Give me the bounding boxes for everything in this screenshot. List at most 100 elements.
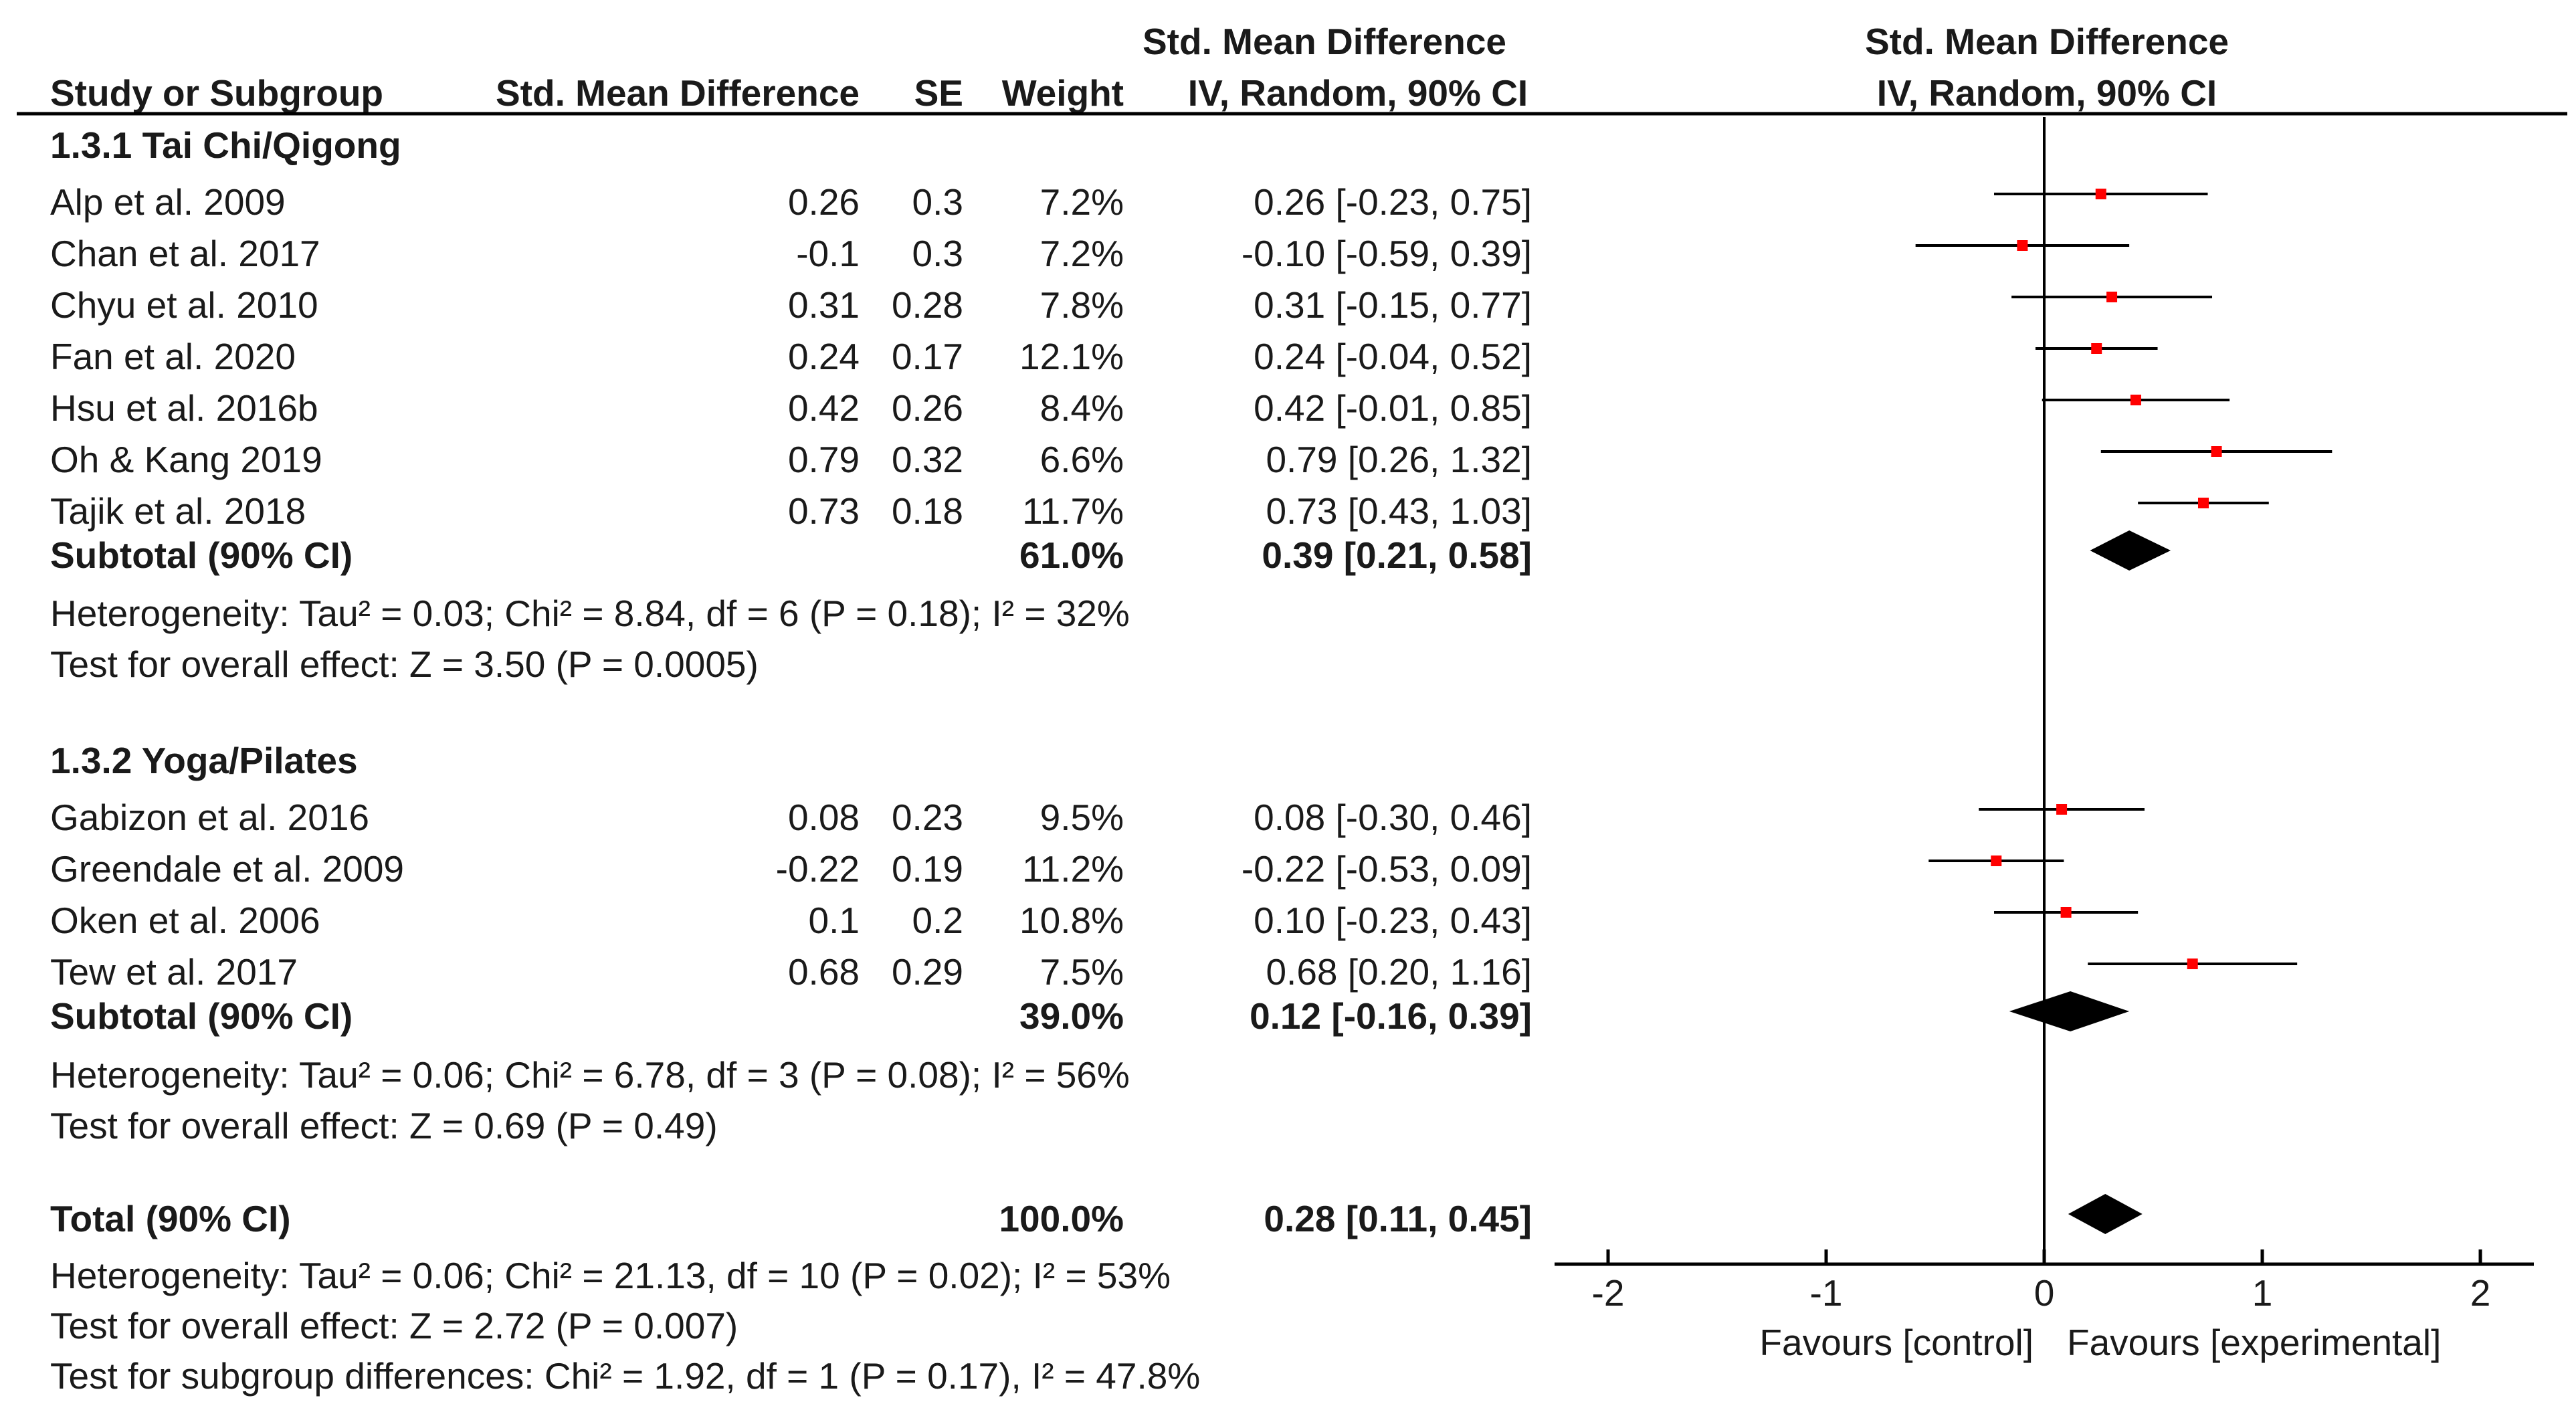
study-ci: 0.08 [-0.30, 0.46] — [1254, 797, 1532, 838]
study-smd: 0.08 — [787, 797, 860, 838]
study-ci: 0.68 [0.20, 1.16] — [1266, 951, 1532, 993]
study-weight: 11.7% — [1022, 490, 1124, 532]
effect-marker — [1991, 855, 2002, 866]
overall-effect-text: Test for overall effect: Z = 3.50 (P = 0… — [50, 643, 759, 685]
header-study: Study or Subgroup — [50, 72, 384, 114]
study-smd: 0.31 — [787, 284, 860, 326]
study-smd: 0.26 — [787, 181, 860, 223]
subtotal-diamond — [2009, 991, 2130, 1031]
effect-marker — [2106, 292, 2118, 302]
x-tick-label: 0 — [2034, 1272, 2055, 1314]
header-se: SE — [914, 72, 963, 114]
study-smd: -0.22 — [775, 848, 860, 890]
study-smd: 0.42 — [787, 387, 860, 429]
effect-marker — [2017, 240, 2028, 251]
x-tick-label: 2 — [2470, 1272, 2491, 1314]
header-ci-line2: IV, Random, 90% CI — [1187, 72, 1528, 114]
study-weight: 9.5% — [1039, 797, 1124, 838]
study-ci: -0.10 [-0.59, 0.39] — [1241, 233, 1532, 274]
study-name: Gabizon et al. 2016 — [50, 797, 370, 838]
study-name: Oh & Kang 2019 — [50, 439, 322, 480]
study-smd: 0.1 — [808, 900, 860, 941]
header-smd: Std. Mean Difference — [495, 72, 860, 114]
study-name: Tajik et al. 2018 — [50, 490, 306, 532]
total-diamond — [2068, 1194, 2143, 1234]
effect-marker — [2095, 189, 2106, 199]
study-ci: 0.73 [0.43, 1.03] — [1266, 490, 1532, 532]
study-se: 0.3 — [912, 181, 963, 223]
total-ci: 0.28 [0.11, 0.45] — [1264, 1198, 1532, 1239]
subtotal-label: Subtotal (90% CI) — [50, 534, 353, 576]
study-ci: 0.42 [-0.01, 0.85] — [1254, 387, 1532, 429]
study-smd: 0.73 — [787, 490, 860, 532]
study-name: Hsu et al. 2016b — [50, 387, 318, 429]
effect-marker — [2091, 343, 2102, 354]
study-weight: 8.4% — [1039, 387, 1124, 429]
study-name: Alp et al. 2009 — [50, 181, 286, 223]
subgroup-differences-text: Test for subgroup differences: Chi² = 1.… — [50, 1355, 1201, 1397]
study-weight: 11.2% — [1022, 848, 1124, 890]
subtotal-weight: 61.0% — [1019, 534, 1124, 576]
study-weight: 7.2% — [1039, 181, 1124, 223]
study-ci: 0.10 [-0.23, 0.43] — [1254, 900, 1532, 941]
subtotal-diamond — [2090, 530, 2171, 571]
study-weight: 12.1% — [1019, 336, 1124, 377]
total-overall-effect-text: Test for overall effect: Z = 2.72 (P = 0… — [50, 1305, 738, 1346]
study-weight: 7.8% — [1039, 284, 1124, 326]
total-label: Total (90% CI) — [50, 1198, 291, 1239]
effect-marker — [2060, 907, 2072, 918]
study-name: Tew et al. 2017 — [50, 951, 298, 993]
study-se: 0.18 — [891, 490, 963, 532]
favours-experimental-label: Favours [experimental] — [2067, 1322, 2442, 1363]
study-smd: 0.24 — [787, 336, 860, 377]
heterogeneity-text: Heterogeneity: Tau² = 0.03; Chi² = 8.84,… — [50, 593, 1130, 634]
header-plot-line2: IV, Random, 90% CI — [1876, 72, 2217, 114]
study-smd: 0.79 — [787, 439, 860, 480]
subtotal-weight: 39.0% — [1019, 995, 1124, 1037]
study-ci: 0.31 [-0.15, 0.77] — [1254, 284, 1532, 326]
subtotal-ci: 0.39 [0.21, 0.58] — [1262, 534, 1532, 576]
effect-marker — [2211, 446, 2222, 457]
favours-control-label: Favours [control] — [1759, 1322, 2034, 1363]
study-se: 0.19 — [891, 848, 963, 890]
total-weight: 100.0% — [999, 1198, 1124, 1239]
study-ci: 0.24 [-0.04, 0.52] — [1254, 336, 1532, 377]
study-name: Greendale et al. 2009 — [50, 848, 404, 890]
study-name: Chan et al. 2017 — [50, 233, 320, 274]
study-se: 0.32 — [891, 439, 963, 480]
study-smd: -0.1 — [796, 233, 860, 274]
study-ci: -0.22 [-0.53, 0.09] — [1241, 848, 1532, 890]
x-tick-label: -2 — [1592, 1272, 1625, 1314]
study-se: 0.29 — [891, 951, 963, 993]
subgroup-1-label: 1.3.1 Tai Chi/Qigong — [50, 124, 401, 166]
study-weight: 7.5% — [1039, 951, 1124, 993]
study-weight: 10.8% — [1019, 900, 1124, 941]
study-ci: 0.79 [0.26, 1.32] — [1266, 439, 1532, 480]
header-ci-line1: Std. Mean Difference — [1142, 21, 1506, 62]
subtotal-ci: 0.12 [-0.16, 0.39] — [1250, 995, 1532, 1037]
subtotal-label: Subtotal (90% CI) — [50, 995, 353, 1037]
study-name: Fan et al. 2020 — [50, 336, 296, 377]
subgroup-2-label: 1.3.2 Yoga/Pilates — [50, 740, 358, 781]
study-smd: 0.68 — [787, 951, 860, 993]
x-tick-label: 1 — [2252, 1272, 2273, 1314]
study-se: 0.2 — [912, 900, 963, 941]
heterogeneity-text: Heterogeneity: Tau² = 0.06; Chi² = 6.78,… — [50, 1054, 1130, 1096]
study-se: 0.28 — [891, 284, 963, 326]
study-name: Oken et al. 2006 — [50, 900, 320, 941]
study-name: Chyu et al. 2010 — [50, 284, 318, 326]
study-se: 0.23 — [891, 797, 963, 838]
study-se: 0.17 — [891, 336, 963, 377]
study-ci: 0.26 [-0.23, 0.75] — [1254, 181, 1532, 223]
study-se: 0.26 — [891, 387, 963, 429]
study-weight: 6.6% — [1039, 439, 1124, 480]
overall-effect-text: Test for overall effect: Z = 0.69 (P = 0… — [50, 1105, 718, 1146]
effect-marker — [2187, 959, 2198, 969]
effect-marker — [2197, 498, 2209, 508]
header-weight: Weight — [1001, 72, 1124, 114]
x-tick-label: -1 — [1810, 1272, 1843, 1314]
header-plot-line1: Std. Mean Difference — [1864, 21, 2229, 62]
effect-marker — [2130, 395, 2141, 405]
